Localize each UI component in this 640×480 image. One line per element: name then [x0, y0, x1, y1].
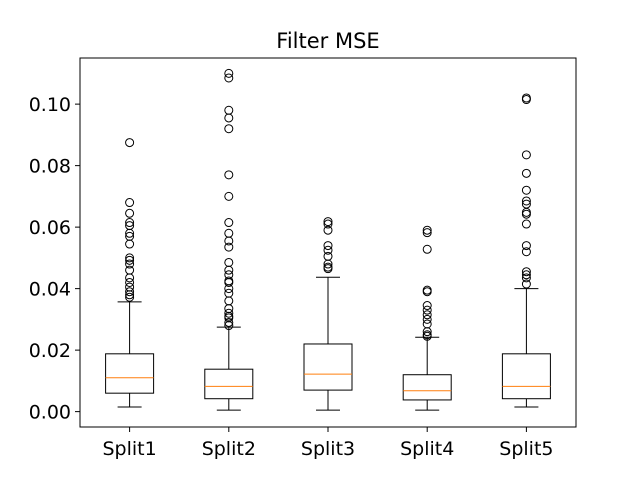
y-axis: 0.00 0.02 0.04 0.06 0.08 0.10	[29, 94, 80, 424]
outlier-point	[224, 265, 234, 275]
outlier-point	[323, 225, 333, 235]
outlier-point	[224, 218, 234, 228]
y-tick-label: 0.00	[29, 402, 71, 424]
outlier-point	[224, 236, 234, 246]
x-tick-label: Split3	[301, 438, 355, 460]
outlier-point	[521, 241, 531, 251]
outlier-point	[125, 208, 135, 218]
y-tick-label: 0.10	[29, 94, 71, 116]
outlier-point	[125, 239, 135, 249]
outlier-point	[422, 244, 432, 254]
outlier-point	[224, 228, 234, 238]
box-group-split3	[303, 217, 353, 411]
outlier-point	[323, 219, 333, 229]
outlier-point	[521, 196, 531, 206]
box-group-split2	[204, 68, 254, 411]
outlier-point	[521, 273, 531, 283]
outlier-point	[323, 217, 333, 227]
chart-title: Filter MSE	[276, 29, 379, 53]
box-series	[105, 68, 551, 411]
outlier-point	[224, 68, 234, 78]
outlier-point	[224, 113, 234, 123]
x-tick-label: Split1	[102, 438, 156, 460]
outlier-point	[224, 304, 234, 314]
outlier-point	[323, 241, 333, 251]
outlier-point	[521, 267, 531, 277]
outlier-point	[224, 276, 234, 286]
outlier-point	[125, 273, 135, 283]
outlier-point	[125, 218, 135, 228]
outlier-point	[521, 185, 531, 195]
y-tick-label: 0.02	[29, 340, 71, 362]
iqr-box	[303, 343, 353, 391]
outlier-point	[521, 270, 531, 280]
x-tick-label: Split5	[499, 438, 553, 460]
outlier-point	[125, 231, 135, 241]
x-tick-label: Split4	[400, 438, 454, 460]
box-group-split5	[501, 93, 551, 408]
outlier-point	[323, 251, 333, 261]
outlier-point	[521, 150, 531, 160]
outlier-point	[521, 279, 531, 289]
outlier-point	[125, 255, 135, 265]
outlier-point	[224, 73, 234, 83]
outlier-point	[224, 242, 234, 252]
iqr-box	[204, 368, 254, 400]
outlier-point	[422, 225, 432, 235]
outlier-point	[521, 219, 531, 229]
outlier-point	[224, 124, 234, 134]
outlier-point	[125, 292, 135, 302]
outlier-point	[224, 270, 234, 280]
outlier-point	[521, 199, 531, 209]
iqr-box	[105, 353, 155, 394]
outlier-point	[125, 265, 135, 275]
x-tick-label: Split2	[202, 438, 256, 460]
outlier-point	[422, 285, 432, 295]
outlier-point	[521, 247, 531, 257]
y-tick-label: 0.06	[29, 217, 71, 239]
outlier-point	[224, 105, 234, 115]
outlier-point	[125, 138, 135, 148]
outlier-point	[422, 319, 432, 329]
iqr-box	[402, 374, 452, 401]
outlier-point	[224, 257, 234, 267]
outlier-point	[224, 296, 234, 306]
outlier-point	[125, 253, 135, 263]
y-tick-label: 0.08	[29, 156, 71, 178]
outlier-point	[125, 221, 135, 231]
outlier-point	[422, 310, 432, 320]
outlier-point	[422, 228, 432, 238]
outlier-point	[323, 262, 333, 272]
outlier-point	[224, 191, 234, 201]
x-axis: Split1 Split2 Split3 Split4 Split5	[102, 427, 554, 460]
plot-area-frame	[79, 57, 577, 428]
box-group-split4	[402, 225, 452, 411]
outlier-point	[422, 314, 432, 324]
outlier-point	[323, 245, 333, 255]
y-tick-label: 0.04	[29, 279, 71, 301]
outlier-point	[125, 198, 135, 208]
outlier-point	[422, 301, 432, 311]
outlier-point	[521, 168, 531, 178]
outlier-point	[521, 207, 531, 217]
outlier-point	[224, 308, 234, 318]
outlier-point	[125, 282, 135, 292]
outlier-point	[422, 305, 432, 315]
iqr-box	[501, 353, 551, 400]
box-group-split1	[105, 138, 155, 408]
outlier-point	[422, 330, 432, 340]
outlier-point	[521, 93, 531, 103]
outlier-point	[521, 209, 531, 219]
outlier-point	[224, 317, 234, 327]
outlier-point	[224, 288, 234, 298]
outlier-point	[125, 287, 135, 297]
outlier-point	[125, 277, 135, 287]
outlier-point	[125, 259, 135, 269]
outlier-point	[224, 170, 234, 180]
